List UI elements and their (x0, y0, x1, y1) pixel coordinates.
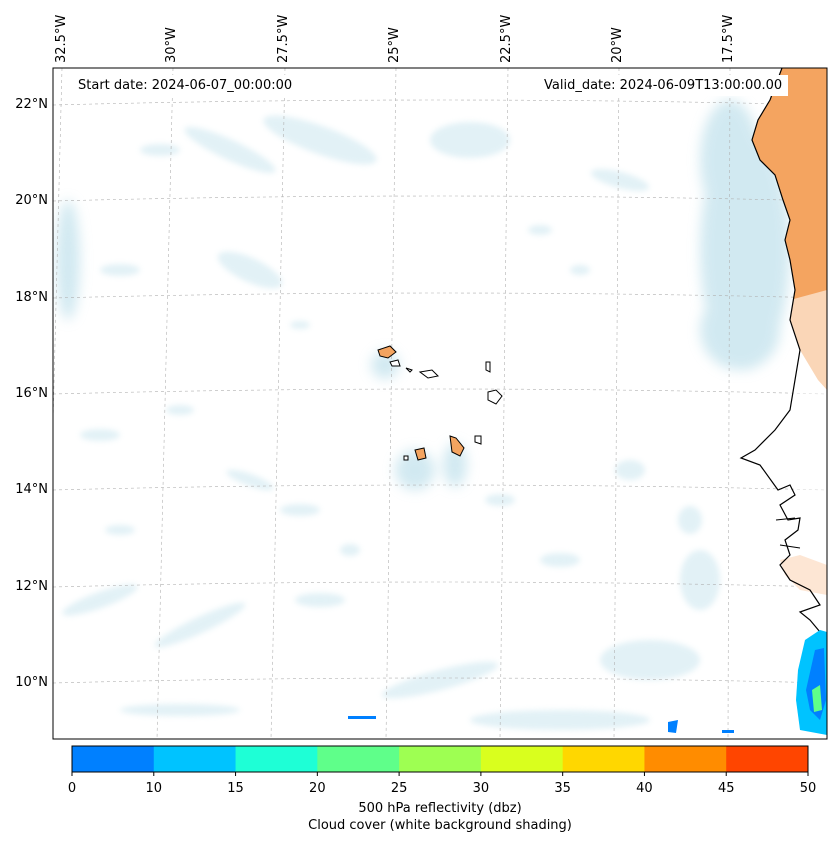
colorbar-tick-label: 45 (717, 781, 735, 796)
reflectivity-patch-bottom-right (722, 730, 734, 733)
reflectivity-patches (348, 630, 827, 735)
island-sal (485, 361, 491, 373)
island-boa-vista (487, 389, 503, 405)
colorbar-tick-label: 20 (309, 781, 326, 796)
colorbar-sublabel: Cloud cover (white background shading) (308, 818, 572, 833)
cloud-cover-shading (56, 100, 790, 730)
lat-label-22n: 22°N (15, 97, 48, 112)
colorbar-tick-label: 40 (636, 781, 653, 796)
colorbar-segment (562, 746, 645, 772)
colorbar-frame (71, 745, 809, 773)
island-santiago (449, 435, 465, 457)
island-maio (474, 435, 482, 445)
colorbar-tick-label: 15 (227, 781, 244, 796)
lon-label-25w: 25°W (387, 27, 402, 63)
lat-label-12n: 12°N (15, 579, 48, 594)
colorbar-tick-label: 25 (390, 781, 408, 796)
lat-label-20n: 20°N (15, 193, 48, 208)
lat-label-16n: 16°N (15, 386, 48, 401)
cape-verde-islands (377, 345, 503, 461)
guinea-coast-land (780, 555, 827, 595)
colorbar-segment (317, 746, 400, 772)
colorbar-segment (399, 746, 482, 772)
colorbar-tick-label: 35 (554, 781, 571, 796)
island-santa-luzia (405, 367, 413, 373)
island-sao-vicente (389, 359, 401, 367)
colorbar-segment (480, 746, 564, 772)
colorbar-segment (235, 746, 318, 772)
africa-coastline (739, 68, 827, 641)
graticule (53, 68, 827, 739)
lat-label-10n: 10°N (15, 675, 48, 690)
colorbar-tick-label: 0 (67, 781, 77, 796)
start-date-label: Start date: 2024-06-07_00:00:00 (72, 75, 299, 96)
island-fogo (414, 447, 427, 461)
island-santo-antao (377, 345, 397, 359)
lon-label-20w: 20°W (610, 27, 625, 63)
island-brava (403, 455, 409, 461)
gambia-coastline (775, 517, 801, 549)
colorbar-tick-label: 10 (145, 781, 163, 796)
lon-label-17-5w: 17.5°W (721, 14, 736, 63)
lat-label-14n: 14°N (15, 482, 48, 497)
lon-label-22-5w: 22.5°W (499, 14, 514, 63)
valid-date-label: Valid_date: 2024-06-09T13:00:00.00 (538, 75, 789, 96)
colorbar-label: 500 hPa reflectivity (dbz) (358, 801, 522, 816)
island-sao-nicolau (418, 369, 440, 379)
colorbar (71, 745, 809, 776)
reflectivity-patch-south (668, 720, 678, 733)
colorbar-segment (153, 746, 237, 772)
lon-label-27-5w: 27.5°W (276, 14, 291, 63)
colorbar-tick-label: 30 (472, 781, 490, 796)
lon-label-30w: 30°W (164, 27, 179, 63)
colorbar-segment (644, 746, 727, 772)
colorbar-segment (72, 746, 155, 772)
reflectivity-patch-coast-high (812, 685, 822, 712)
reflectivity-patch-bottom-left (348, 716, 376, 719)
lat-label-18n: 18°N (15, 290, 48, 305)
lon-label-32-5w: 32.5°W (54, 14, 69, 63)
colorbar-tick-label: 50 (799, 781, 817, 796)
colorbar-segment (726, 746, 809, 772)
map-frame (52, 67, 828, 740)
